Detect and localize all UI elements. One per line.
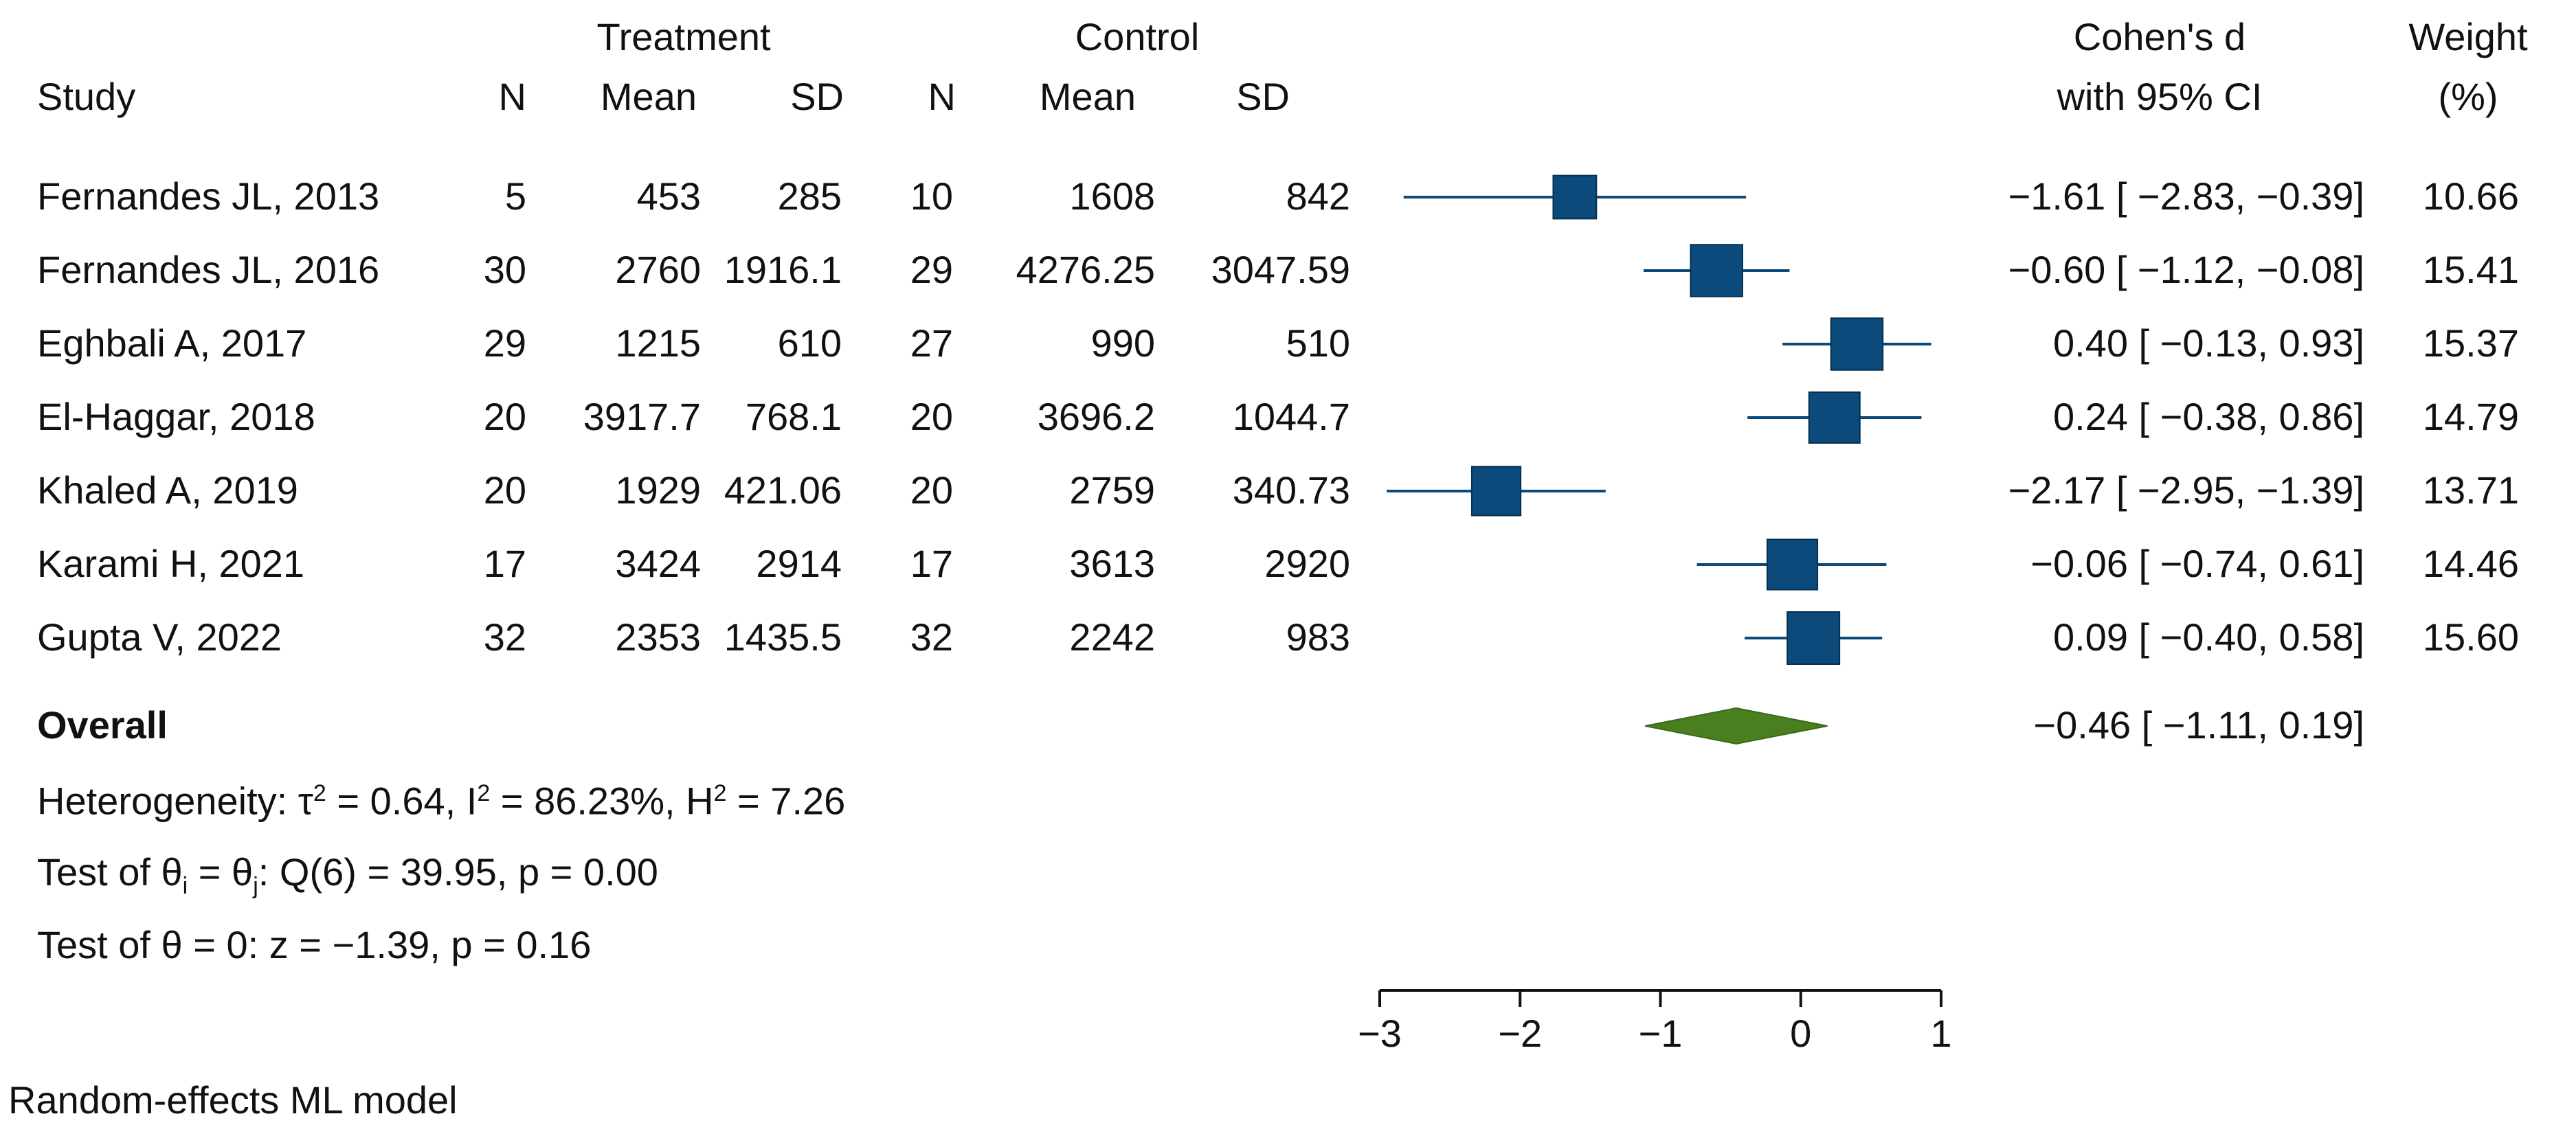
effect-marker: [1552, 174, 1598, 220]
control-mean: 2759: [1069, 468, 1155, 512]
control-group-header: Control: [1075, 15, 1200, 58]
treatment-n: 29: [483, 321, 526, 365]
study-label: Khaled A, 2019: [37, 468, 298, 512]
x-tick-label: −1: [1639, 1012, 1683, 1055]
effect-ci-text: −0.60 [ −1.12, −0.08]: [2008, 248, 2364, 291]
treatment-mean: 3917.7: [583, 395, 701, 438]
x-tick-label: 1: [1930, 1012, 1951, 1055]
control-mean-header: Mean: [1039, 75, 1136, 118]
x-tick-label: −2: [1498, 1012, 1542, 1055]
x-tick-label: 0: [1790, 1012, 1811, 1055]
effect-marker: [1830, 317, 1884, 371]
effect-ci-text: −2.17 [ −2.95, −1.39]: [2008, 468, 2364, 512]
treatment-n: 20: [483, 468, 526, 512]
treatment-mean-header: Mean: [600, 75, 697, 118]
overall-ci-text: −0.46 [ −1.11, 0.19]: [2033, 703, 2364, 747]
x-tick-label: −3: [1358, 1012, 1402, 1055]
effect-marker: [1766, 538, 1819, 591]
treatment-mean: 1215: [615, 321, 701, 365]
control-mean: 4276.25: [1016, 248, 1155, 291]
weight-value: 15.60: [2422, 615, 2519, 659]
treatment-n-header: N: [498, 75, 526, 118]
weight-value: 14.79: [2422, 395, 2519, 438]
study-label: Fernandes JL, 2016: [37, 248, 380, 291]
control-mean: 3696.2: [1037, 395, 1155, 438]
weight-value: 15.37: [2422, 321, 2519, 365]
control-sd: 3047.59: [1211, 248, 1350, 291]
control-mean: 990: [1090, 321, 1155, 365]
effect-header-line1: Cohen's d: [2073, 15, 2246, 58]
control-mean: 3613: [1069, 542, 1155, 585]
treatment-n: 5: [504, 174, 526, 218]
treatment-sd: 421.06: [724, 468, 842, 512]
study-column-header: Study: [37, 75, 136, 118]
overall-effect-test: Test of θ = 0: z = −1.39, p = 0.16: [37, 923, 592, 966]
control-n: 20: [910, 395, 953, 438]
weight-value: 10.66: [2422, 174, 2519, 218]
effect-ci-text: 0.24 [ −0.38, 0.86]: [2052, 395, 2364, 438]
treatment-sd: 1916.1: [724, 248, 842, 291]
treatment-mean: 1929: [615, 468, 701, 512]
homogeneity-test: Test of θi = θj: Q(6) = 39.95, p = 0.00: [37, 850, 658, 900]
study-label: Karami H, 2021: [37, 542, 305, 585]
model-footnote: Random-effects ML model: [8, 1078, 458, 1122]
effect-marker: [1690, 244, 1743, 297]
heterogeneity-stats: Heterogeneity: τ2 = 0.64, I2 = 86.23%, H…: [37, 779, 846, 823]
weight-value: 13.71: [2422, 468, 2519, 512]
treatment-mean: 2353: [615, 615, 701, 659]
control-sd: 1044.7: [1232, 395, 1350, 438]
treatment-sd: 1435.5: [724, 615, 842, 659]
effect-marker: [1470, 466, 1522, 516]
control-sd: 842: [1286, 174, 1350, 218]
treatment-n: 20: [483, 395, 526, 438]
study-label: El-Haggar, 2018: [37, 395, 315, 438]
treatment-sd: 285: [777, 174, 842, 218]
treatment-n: 30: [483, 248, 526, 291]
study-label: Eghbali A, 2017: [37, 321, 307, 365]
treatment-n: 17: [483, 542, 526, 585]
treatment-group-header: Treatment: [596, 15, 771, 58]
control-sd: 340.73: [1232, 468, 1350, 512]
weight-value: 14.46: [2422, 542, 2519, 585]
control-n: 29: [910, 248, 953, 291]
treatment-mean: 3424: [615, 542, 701, 585]
control-sd: 2920: [1264, 542, 1350, 585]
weight-value: 15.41: [2422, 248, 2519, 291]
effect-header-line2: with 95% CI: [2057, 75, 2263, 118]
control-n: 32: [910, 615, 953, 659]
overall-diamond: [1644, 707, 1828, 745]
treatment-sd: 2914: [756, 542, 842, 585]
control-n: 27: [910, 321, 953, 365]
overall-label: Overall: [37, 703, 168, 747]
effect-ci-text: 0.40 [ −0.13, 0.93]: [2052, 321, 2364, 365]
treatment-sd-header: SD: [790, 75, 844, 118]
control-n: 17: [910, 542, 953, 585]
treatment-sd: 768.1: [745, 395, 842, 438]
effect-ci-text: −0.06 [ −0.74, 0.61]: [2030, 542, 2364, 585]
effect-marker: [1787, 611, 1841, 665]
effect-ci-text: 0.09 [ −0.40, 0.58]: [2052, 615, 2364, 659]
control-n-header: N: [928, 75, 956, 118]
treatment-mean: 2760: [615, 248, 701, 291]
study-label: Fernandes JL, 2013: [37, 174, 380, 218]
control-n: 20: [910, 468, 953, 512]
control-n: 10: [910, 174, 953, 218]
treatment-n: 32: [483, 615, 526, 659]
treatment-mean: 453: [636, 174, 701, 218]
effect-ci-text: −1.61 [ −2.83, −0.39]: [2008, 174, 2364, 218]
study-label: Gupta V, 2022: [37, 615, 282, 659]
control-sd: 510: [1286, 321, 1350, 365]
control-sd-header: SD: [1236, 75, 1290, 118]
treatment-sd: 610: [777, 321, 842, 365]
control-sd: 983: [1286, 615, 1350, 659]
weight-header-line2: (%): [2438, 75, 2498, 118]
weight-header-line1: Weight: [2408, 15, 2528, 58]
effect-marker: [1808, 391, 1861, 444]
control-mean: 1608: [1069, 174, 1155, 218]
control-mean: 2242: [1069, 615, 1155, 659]
